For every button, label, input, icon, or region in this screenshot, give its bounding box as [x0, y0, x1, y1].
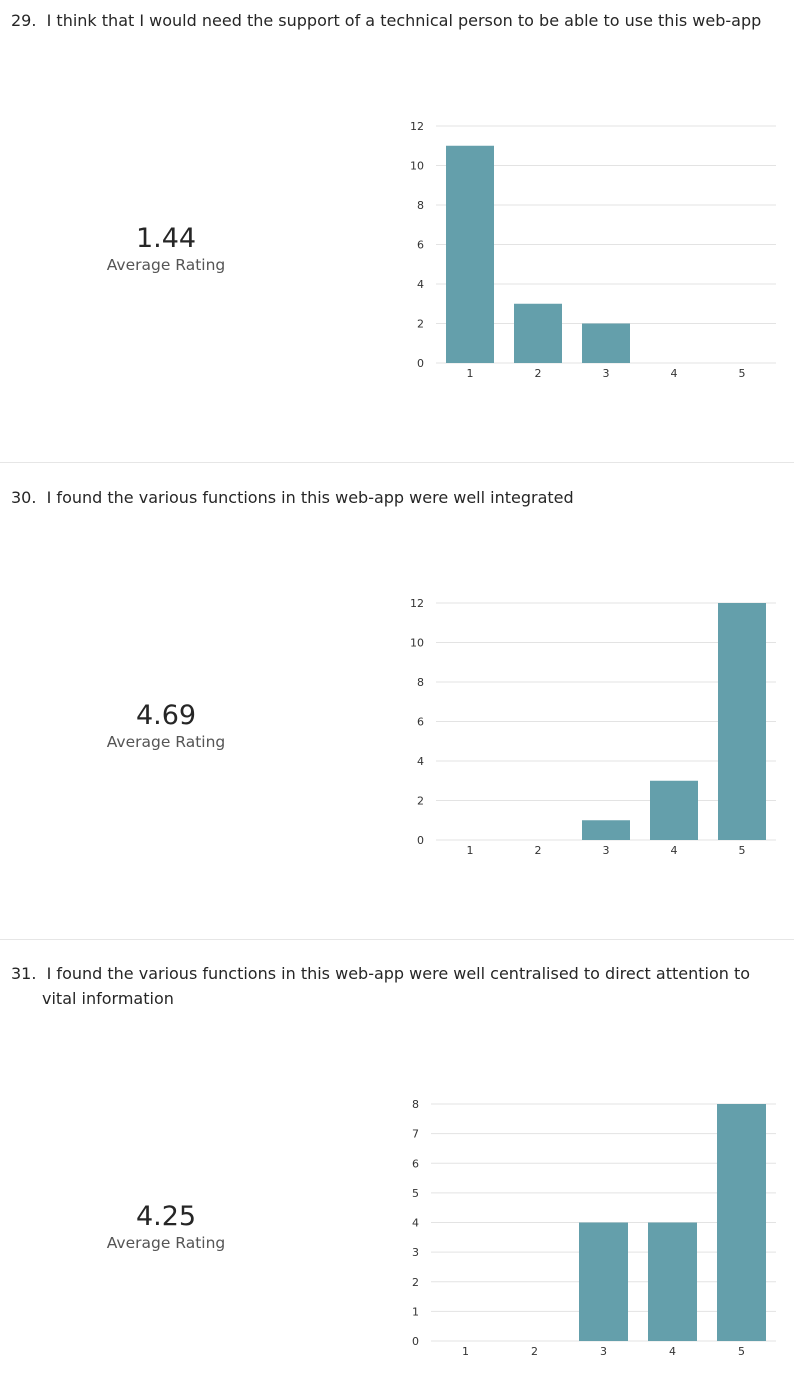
question-text: I found the various functions in this we… — [42, 964, 751, 1008]
rating-bar-chart-31: 0 1 2 3 4 5 6 7 8 1 2 3 4 5 — [412, 1098, 776, 1358]
question-number: 29. — [11, 11, 37, 30]
y-tick-label: 4 — [417, 278, 424, 291]
bar-rating-1 — [446, 145, 494, 363]
y-tick-label: 0 — [417, 357, 424, 370]
y-tick-label: 6 — [412, 1157, 419, 1170]
y-tick-label: 8 — [417, 199, 424, 212]
y-tick-label: 3 — [412, 1246, 419, 1259]
y-tick-label: 8 — [412, 1098, 419, 1111]
bar-rating-3 — [582, 820, 630, 840]
x-tick-label: 1 — [467, 844, 474, 857]
y-tick-label: 2 — [417, 318, 424, 331]
average-rating-block: 4.69 Average Rating — [66, 700, 266, 752]
question-title: 29. I think that I would need the suppor… — [11, 8, 771, 33]
x-tick-label: 5 — [739, 844, 746, 857]
x-tick-label: 1 — [462, 1345, 469, 1358]
question-number: 30. — [11, 488, 37, 507]
y-tick-label: 7 — [412, 1128, 419, 1141]
y-tick-label: 0 — [417, 834, 424, 847]
x-tick-label: 5 — [738, 1345, 745, 1358]
y-tick-label: 6 — [417, 239, 424, 252]
average-rating-label: Average Rating — [106, 733, 226, 751]
x-tick-label: 2 — [535, 367, 542, 380]
y-tick-label: 12 — [410, 120, 424, 133]
x-tick-label: 2 — [535, 844, 542, 857]
y-tick-label: 10 — [410, 160, 424, 173]
average-rating-value: 1.44 — [135, 223, 197, 254]
question-31-section: 31. I found the various functions in thi… — [0, 961, 794, 1371]
question-title: 30. I found the various functions in thi… — [11, 485, 771, 510]
y-tick-label: 4 — [417, 755, 424, 768]
y-tick-label: 6 — [417, 716, 424, 729]
y-tick-label: 8 — [417, 676, 424, 689]
average-rating-value: 4.69 — [135, 700, 197, 731]
section-divider — [0, 462, 794, 463]
bar-rating-5 — [717, 1104, 766, 1341]
x-tick-label: 5 — [739, 367, 746, 380]
x-tick-label: 1 — [467, 367, 474, 380]
y-tick-label: 12 — [410, 597, 424, 610]
y-tick-label: 10 — [410, 637, 424, 650]
y-tick-label: 1 — [412, 1305, 419, 1318]
question-30-section: 30. I found the various functions in thi… — [0, 485, 794, 935]
bar-rating-5 — [718, 603, 766, 840]
question-text: I think that I would need the support of… — [46, 11, 762, 30]
average-rating-block: 1.44 Average Rating — [66, 223, 266, 275]
bar-rating-4 — [648, 1222, 697, 1341]
average-rating-label: Average Rating — [106, 256, 226, 274]
bar-rating-3 — [582, 323, 630, 363]
y-tick-label: 0 — [412, 1335, 419, 1348]
x-tick-label: 4 — [669, 1345, 676, 1358]
x-tick-label: 3 — [600, 1345, 607, 1358]
y-tick-label: 2 — [417, 795, 424, 808]
bar-rating-4 — [650, 780, 698, 840]
y-tick-label: 4 — [412, 1217, 419, 1230]
y-tick-label: 5 — [412, 1187, 419, 1200]
average-rating-value: 4.25 — [135, 1201, 197, 1232]
x-tick-label: 4 — [671, 844, 678, 857]
x-tick-label: 4 — [671, 367, 678, 380]
y-tick-label: 2 — [412, 1276, 419, 1289]
question-number: 31. — [11, 964, 37, 983]
average-rating-label: Average Rating — [106, 1234, 226, 1252]
x-tick-label: 3 — [603, 844, 610, 857]
bar-rating-3 — [579, 1222, 628, 1341]
question-title: 31. I found the various functions in thi… — [11, 961, 771, 1011]
x-tick-label: 3 — [603, 367, 610, 380]
section-divider — [0, 939, 794, 940]
bar-rating-2 — [514, 303, 562, 363]
question-text: I found the various functions in this we… — [46, 488, 574, 507]
question-29-section: 29. I think that I would need the suppor… — [0, 8, 794, 468]
average-rating-block: 4.25 Average Rating — [66, 1201, 266, 1253]
x-tick-label: 2 — [531, 1345, 538, 1358]
